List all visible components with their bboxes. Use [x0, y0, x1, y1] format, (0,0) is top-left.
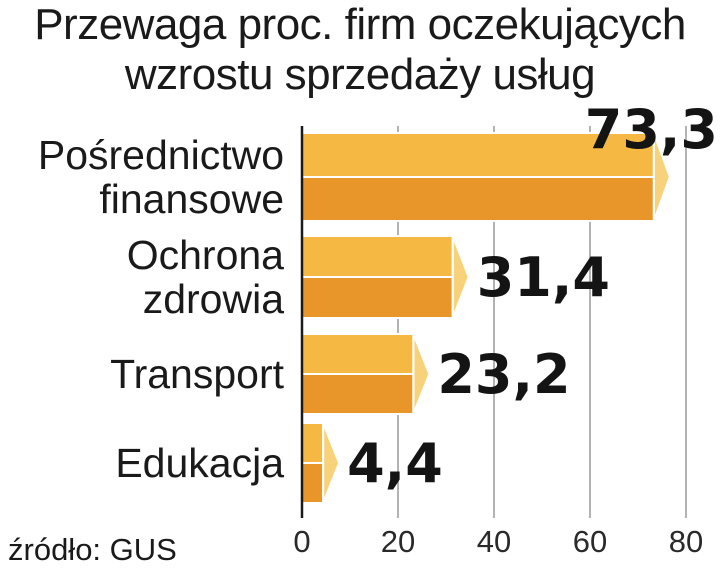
bar-0: [301, 132, 671, 222]
bar-2-upper: [302, 334, 414, 374]
bar-3-cap: [322, 422, 341, 504]
bar-1-cap: [451, 235, 470, 319]
category-label-1-line-1: zdrowia: [143, 276, 284, 322]
category-label-0-line-1: finansowe: [99, 176, 284, 222]
x-tick-label-40: 40: [477, 524, 511, 559]
x-tick-label-0: 0: [293, 524, 310, 559]
category-label-2-line-0: Transport: [110, 351, 285, 397]
value-label-1: 31,4: [477, 246, 610, 309]
bar-0-upper: [302, 133, 654, 177]
x-tick-label-20: 20: [381, 524, 415, 559]
bar-2-cap: [412, 333, 431, 415]
value-label-3: 4,4: [347, 432, 443, 495]
chart-title-line-1: Przewaga proc. firm oczekujących: [34, 0, 686, 49]
x-tick-label-80: 80: [669, 524, 703, 559]
category-label-3-line-0: Edukacja: [115, 440, 284, 486]
bar-2: [301, 333, 431, 415]
bar-3-lower: [302, 463, 324, 503]
chart-title-line-2: wzrostu sprzedaży usług: [124, 50, 596, 99]
bar-1-lower: [302, 277, 453, 318]
bar-3: [301, 422, 341, 504]
category-label-1-line-0: Ochrona: [127, 232, 284, 278]
value-label-0: 73,3: [585, 98, 718, 161]
bar-1-upper: [302, 236, 453, 277]
bar-1: [301, 235, 470, 319]
value-label-2: 23,2: [437, 343, 570, 406]
bar-3-upper: [302, 423, 324, 463]
bar-2-lower: [302, 374, 414, 414]
source-note: źródło: GUS: [8, 532, 177, 567]
bar-0-lower: [302, 177, 654, 221]
x-tick-label-60: 60: [573, 524, 607, 559]
chart-title: Przewaga proc. firm oczekujących wzrostu…: [0, 0, 720, 100]
category-label-0-line-0: Pośrednictwo: [38, 132, 284, 178]
